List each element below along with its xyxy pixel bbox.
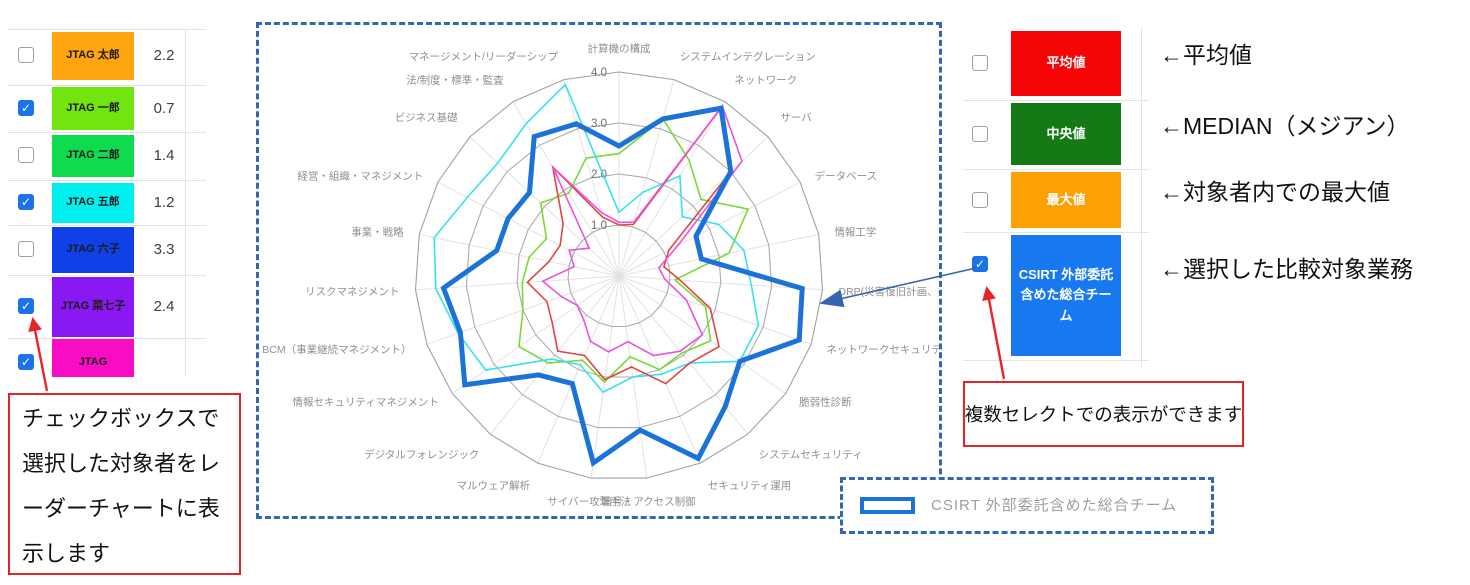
axis-label: システムセキュリティ	[759, 449, 863, 461]
series-CSIRT 外部委託含めた総合チーム	[440, 105, 805, 468]
member-checkbox[interactable]: ✓	[18, 298, 34, 314]
row-divider	[963, 168, 1149, 170]
member-value: 2.2	[153, 47, 175, 64]
axis-label: サイバー攻撃手法	[547, 495, 631, 508]
axis-label: DRP(災害復旧計画、技術系)	[839, 285, 940, 298]
axis-label: ネットワーク	[734, 75, 797, 87]
member-checkbox[interactable]: ✓	[18, 194, 34, 210]
axis-label: データベース	[815, 170, 877, 183]
member-value: 3.3	[153, 241, 175, 258]
axis-label: 事業・戦略	[351, 226, 404, 239]
radar-chart-panel: 1.0 2.0 3.0 4.0 計算機の構成システムインテグレーションネットワークサーバ…	[256, 22, 973, 519]
axis-label: BCM（事業継続マネジメント）	[262, 343, 411, 356]
series-JTAG 一郎	[518, 117, 750, 384]
callout-checkbox-explanation: チェックボックスで選択した対象者をレーダーチャートに表示します	[8, 393, 241, 575]
axis-label: 暗号・アクセス制御	[602, 495, 696, 508]
axis-label: 情報工学	[834, 226, 876, 239]
member-name-swatch: JTAG	[52, 339, 134, 377]
series-JTAG 五郎	[433, 83, 760, 394]
stat-label-swatch: 平均値	[1011, 31, 1121, 96]
radial-tick-label: 4.0	[591, 67, 607, 79]
axis-label: セキュリティ運用	[708, 480, 791, 492]
axis-label: 法/制度・標準・監査	[406, 74, 504, 87]
legend-label: CSIRT 外部委託含めた総合チーム	[931, 497, 1178, 514]
radar-chart: 1.0 2.0 3.0 4.0 計算機の構成システムインテグレーションネットワークサーバ…	[262, 42, 972, 508]
member-row: ✓ JTAG 五郎 1.2	[8, 183, 206, 223]
member-name-swatch: JTAG 太郎	[52, 32, 134, 80]
annotation-text: ←選択した比較対象業務	[1160, 256, 1413, 282]
row-divider	[963, 99, 1149, 101]
grid-ring-1	[567, 224, 671, 328]
member-value: 2.4	[153, 298, 175, 315]
row-divider	[8, 84, 206, 86]
axis-label: 経営・組織・マネジメント	[297, 170, 423, 183]
row-divider	[8, 337, 206, 339]
axis-label: ビジネス基礎	[395, 111, 458, 124]
series-series-magenta	[541, 104, 743, 357]
column-divider	[185, 29, 186, 377]
axis-label: マネージメント/リーダーシップ	[409, 50, 559, 63]
stat-checkbox-csirt-team[interactable]: ✓	[972, 256, 988, 272]
member-checkbox[interactable]	[18, 241, 34, 257]
member-value: 1.2	[153, 194, 175, 211]
series-series-red	[526, 104, 732, 385]
stat-checkbox-median[interactable]	[972, 126, 988, 142]
member-checkbox[interactable]: ✓	[18, 354, 34, 370]
axis-label: 脆弱性診断	[799, 396, 852, 409]
column-divider	[1141, 28, 1142, 368]
annotation-text: ←MEDIAN（メジアン）	[1160, 113, 1410, 139]
member-row: ✓ JTAG 一郎 0.7	[8, 87, 206, 130]
stat-label-swatch: 中央値	[1011, 103, 1121, 165]
row-divider	[8, 180, 206, 181]
stat-checkbox-average[interactable]	[972, 55, 988, 71]
row-divider	[8, 224, 206, 226]
member-name-swatch: JTAG 二郎	[52, 135, 134, 177]
row-divider	[963, 359, 1149, 361]
member-checkbox[interactable]: ✓	[18, 99, 34, 116]
member-name-swatch: JTAG 一郎	[52, 87, 134, 130]
row-divider	[8, 29, 206, 30]
callout-multiselect-explanation: 複数セレクトでの表示ができます	[963, 381, 1244, 447]
row-divider	[8, 132, 206, 133]
member-checkbox[interactable]	[18, 47, 34, 63]
member-name-swatch: JTAG 五郎	[52, 183, 134, 223]
member-value: 1.4	[153, 147, 175, 164]
member-value: 0.7	[153, 99, 175, 117]
radial-tick-label: 1.0	[591, 220, 607, 232]
member-name-swatch: JTAG 六子	[52, 227, 134, 273]
axis-label: 情報セキュリティマネジメント	[293, 396, 439, 409]
grid-ring-2	[516, 173, 722, 378]
axis-label: マルウェア解析	[457, 479, 531, 492]
stat-label-swatch: 最大値	[1011, 172, 1121, 228]
member-row: JTAG 太郎 2.2	[8, 32, 206, 80]
row-divider	[8, 275, 206, 276]
axis-label: リスクマネジメント	[305, 286, 400, 298]
axis-label: 計算機の構成	[588, 42, 651, 55]
member-name-swatch: JTAG 菜七子	[52, 277, 134, 337]
legend-swatch-csirt	[860, 497, 915, 514]
member-checkbox[interactable]	[18, 147, 34, 163]
grid-ring-4	[414, 71, 824, 479]
member-checklist: JTAG 太郎 2.2 ✓ JTAG 一郎 0.7 JTAG 二郎 1.4 ✓ JTAG 五郎 1…	[0, 0, 212, 377]
member-row: JTAG 二郎 1.4	[8, 135, 206, 177]
grid-ring-3	[465, 122, 773, 429]
annotation-text: ←対象者内での最大値	[1160, 179, 1390, 205]
member-row: ✓ JTAG 菜七子 2.4	[8, 277, 206, 337]
axis-label: デジタルフォレンジック	[364, 448, 479, 461]
annotation-text: ←平均値	[1160, 42, 1252, 68]
stat-checkbox-max[interactable]	[972, 192, 988, 208]
row-divider	[963, 231, 1149, 233]
axis-label: システムインテグレーション	[680, 50, 816, 63]
axis-label: サーバ	[780, 112, 812, 124]
stat-label-swatch: CSIRT 外部委託含めた総合チーム	[1011, 235, 1121, 356]
chart-legend: CSIRT 外部委託含めた総合チーム	[840, 477, 1214, 534]
radial-tick-label: 3.0	[591, 118, 607, 130]
member-row: ✓ JTAG	[8, 339, 206, 377]
member-row: JTAG 六子 3.3	[8, 227, 206, 273]
radial-tick-label: 2.0	[591, 169, 607, 181]
comparison-panel: 平均値中央値最大値 ✓ CSIRT 外部委託含めた総合チーム	[955, 20, 1150, 368]
axis-label: ネットワークセキュリティ	[826, 344, 939, 356]
